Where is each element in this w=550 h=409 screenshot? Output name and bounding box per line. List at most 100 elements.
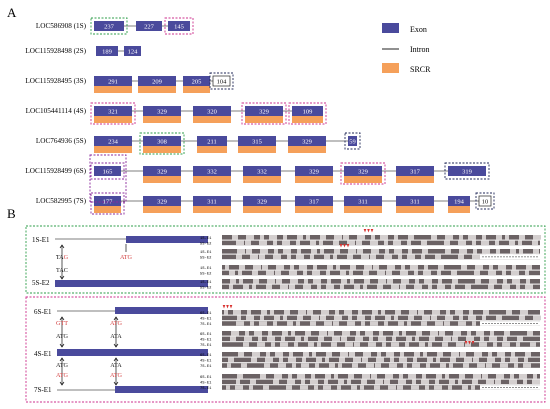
mismatch bbox=[445, 374, 449, 379]
mismatch bbox=[349, 270, 353, 276]
start-marker bbox=[363, 229, 367, 233]
gene-row: LOC582995 (7S) 177 329 311 329 317 311 311 194 10 bbox=[36, 192, 495, 215]
mismatch bbox=[416, 331, 422, 336]
exon bbox=[143, 166, 181, 176]
aligned-bases bbox=[222, 254, 540, 260]
mismatch bbox=[307, 310, 313, 315]
mismatch bbox=[312, 352, 316, 357]
mismatch bbox=[378, 279, 386, 284]
mismatch bbox=[406, 336, 412, 342]
mismatch bbox=[290, 265, 294, 270]
mismatch bbox=[530, 342, 536, 347]
mismatch bbox=[450, 357, 456, 363]
start-marker bbox=[222, 305, 226, 309]
mismatch bbox=[239, 279, 243, 284]
start-marker bbox=[226, 305, 229, 309]
mismatch bbox=[400, 284, 406, 290]
mismatch bbox=[303, 284, 311, 290]
mismatch bbox=[313, 265, 317, 270]
exon bbox=[136, 21, 162, 31]
mismatch bbox=[260, 249, 268, 254]
mismatch bbox=[313, 279, 321, 284]
mismatch bbox=[475, 265, 483, 270]
mismatch bbox=[354, 284, 360, 290]
track-label: 5S-E2 bbox=[200, 257, 212, 261]
mismatch bbox=[266, 270, 274, 276]
mismatch bbox=[371, 315, 375, 321]
mismatch bbox=[296, 321, 300, 326]
exon bbox=[212, 75, 231, 87]
mismatch bbox=[310, 321, 316, 326]
mismatch bbox=[475, 279, 481, 284]
mismatch bbox=[288, 357, 296, 363]
mismatch bbox=[300, 385, 308, 390]
mismatch bbox=[397, 385, 403, 390]
mismatch bbox=[275, 352, 283, 357]
mismatch bbox=[260, 315, 264, 321]
mismatch bbox=[320, 249, 324, 254]
mismatch bbox=[288, 374, 292, 379]
track-label: 6S-E1 bbox=[200, 354, 212, 358]
exon bbox=[344, 166, 382, 176]
mismatch bbox=[526, 279, 530, 284]
mismatch bbox=[290, 279, 298, 284]
mismatch bbox=[474, 270, 480, 276]
mismatch bbox=[338, 363, 342, 368]
exon-length: 194 bbox=[454, 199, 465, 206]
mismatch bbox=[449, 379, 455, 385]
mismatch bbox=[296, 254, 304, 260]
mismatch bbox=[348, 374, 354, 379]
mismatch bbox=[316, 357, 322, 363]
mismatch bbox=[386, 270, 392, 276]
mismatch bbox=[275, 270, 281, 276]
mismatch bbox=[533, 315, 541, 321]
mismatch bbox=[489, 279, 497, 284]
mismatch bbox=[472, 240, 476, 246]
mismatch bbox=[384, 254, 392, 260]
mismatch bbox=[496, 374, 504, 379]
mismatch bbox=[334, 374, 338, 379]
mismatch bbox=[476, 331, 484, 336]
mismatch bbox=[324, 254, 330, 260]
mismatch bbox=[245, 331, 249, 336]
mismatch bbox=[252, 284, 256, 290]
track-label: 1S-E1 bbox=[200, 281, 212, 285]
mismatch bbox=[429, 336, 435, 342]
mismatch bbox=[451, 284, 455, 290]
exon bbox=[143, 136, 181, 146]
exon-length: 315 bbox=[252, 139, 262, 146]
codon-tac: TAC bbox=[56, 267, 68, 274]
mismatch bbox=[341, 279, 347, 284]
exon bbox=[348, 136, 357, 146]
mismatch bbox=[516, 342, 520, 347]
mismatch bbox=[432, 310, 440, 315]
exon bbox=[245, 106, 283, 116]
mismatch bbox=[338, 379, 344, 385]
mismatch bbox=[364, 265, 372, 270]
mismatch bbox=[292, 363, 296, 368]
mismatch bbox=[527, 331, 533, 336]
mismatch bbox=[415, 336, 419, 342]
mismatch bbox=[278, 363, 286, 368]
aligned-bases bbox=[222, 321, 540, 326]
gene-row: LOC586908 (1S) 237 227 145 bbox=[36, 17, 194, 35]
track-label: 1S-E1 bbox=[200, 237, 212, 241]
mismatch bbox=[224, 310, 228, 315]
exon-length: 329 bbox=[157, 109, 167, 116]
mismatch bbox=[310, 254, 314, 260]
mismatch bbox=[459, 235, 463, 240]
mismatch bbox=[394, 315, 398, 321]
mismatch bbox=[451, 352, 459, 357]
mismatch bbox=[333, 254, 337, 260]
mismatch bbox=[502, 270, 506, 276]
mismatch bbox=[435, 321, 443, 326]
exon-length: 205 bbox=[192, 79, 202, 86]
mismatch bbox=[297, 235, 303, 240]
gene-row: LOC115928498 (2S) 189 124 bbox=[25, 46, 141, 56]
alignment-row bbox=[222, 249, 540, 254]
mismatch bbox=[480, 336, 484, 342]
exon bbox=[94, 106, 132, 116]
mismatch bbox=[238, 352, 244, 357]
gene-6s-e1-label: 6S-E1 bbox=[34, 308, 52, 316]
mismatch bbox=[228, 357, 234, 363]
